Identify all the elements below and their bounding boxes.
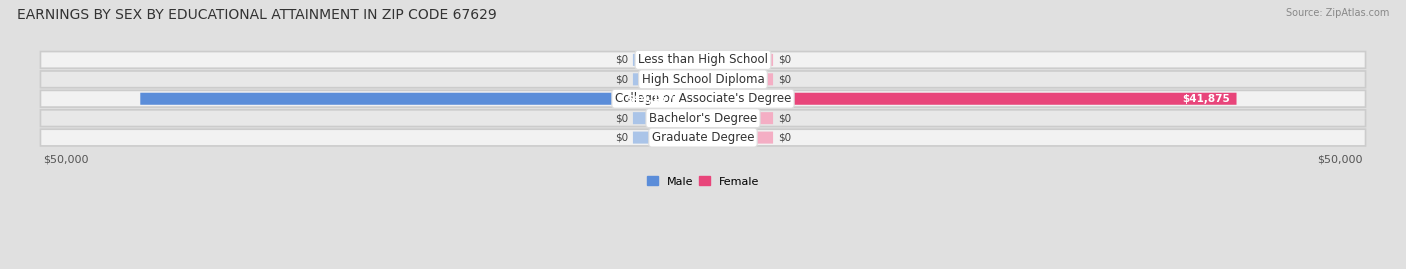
FancyBboxPatch shape bbox=[41, 71, 1365, 88]
FancyBboxPatch shape bbox=[141, 93, 703, 105]
FancyBboxPatch shape bbox=[633, 132, 703, 144]
FancyBboxPatch shape bbox=[41, 110, 1365, 126]
Text: Source: ZipAtlas.com: Source: ZipAtlas.com bbox=[1285, 8, 1389, 18]
FancyBboxPatch shape bbox=[633, 54, 703, 66]
Legend: Male, Female: Male, Female bbox=[643, 172, 763, 191]
FancyBboxPatch shape bbox=[703, 54, 773, 66]
Text: $41,875: $41,875 bbox=[1182, 94, 1230, 104]
Text: $0: $0 bbox=[614, 55, 628, 65]
Text: $0: $0 bbox=[778, 133, 792, 143]
Text: Graduate Degree: Graduate Degree bbox=[652, 131, 754, 144]
FancyBboxPatch shape bbox=[703, 132, 773, 144]
FancyBboxPatch shape bbox=[41, 90, 1365, 107]
FancyBboxPatch shape bbox=[703, 93, 1236, 105]
FancyBboxPatch shape bbox=[633, 73, 703, 85]
FancyBboxPatch shape bbox=[703, 73, 773, 85]
FancyBboxPatch shape bbox=[41, 129, 1365, 146]
Text: College or Associate's Degree: College or Associate's Degree bbox=[614, 92, 792, 105]
Text: $0: $0 bbox=[614, 133, 628, 143]
Text: EARNINGS BY SEX BY EDUCATIONAL ATTAINMENT IN ZIP CODE 67629: EARNINGS BY SEX BY EDUCATIONAL ATTAINMEN… bbox=[17, 8, 496, 22]
FancyBboxPatch shape bbox=[703, 112, 773, 124]
Text: $0: $0 bbox=[778, 55, 792, 65]
Text: $44,167: $44,167 bbox=[627, 94, 675, 104]
FancyBboxPatch shape bbox=[633, 112, 703, 124]
Text: High School Diploma: High School Diploma bbox=[641, 73, 765, 86]
Text: Bachelor's Degree: Bachelor's Degree bbox=[650, 112, 756, 125]
Text: $0: $0 bbox=[614, 113, 628, 123]
FancyBboxPatch shape bbox=[41, 52, 1365, 68]
Text: $0: $0 bbox=[778, 113, 792, 123]
Text: $0: $0 bbox=[778, 74, 792, 84]
Text: Less than High School: Less than High School bbox=[638, 54, 768, 66]
Text: $0: $0 bbox=[614, 74, 628, 84]
